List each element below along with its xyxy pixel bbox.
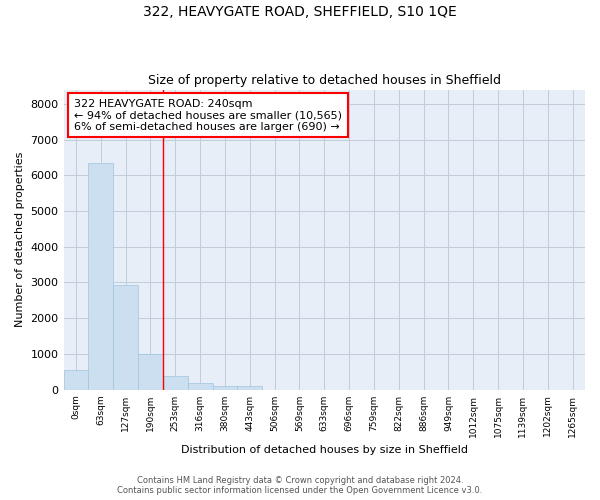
Bar [238,386,262,390]
Text: Contains HM Land Registry data © Crown copyright and database right 2024.
Contai: Contains HM Land Registry data © Crown c… [118,476,482,495]
Y-axis label: Number of detached properties: Number of detached properties [15,152,25,328]
Text: 322 HEAVYGATE ROAD: 240sqm
← 94% of detached houses are smaller (10,565)
6% of s: 322 HEAVYGATE ROAD: 240sqm ← 94% of deta… [74,98,342,132]
Bar [212,386,238,390]
Bar [113,285,138,390]
Bar [163,376,188,390]
X-axis label: Distribution of detached houses by size in Sheffield: Distribution of detached houses by size … [181,445,468,455]
Text: 322, HEAVYGATE ROAD, SHEFFIELD, S10 1QE: 322, HEAVYGATE ROAD, SHEFFIELD, S10 1QE [143,5,457,19]
Bar [188,384,212,390]
Bar [138,354,163,390]
Bar [88,163,113,390]
Title: Size of property relative to detached houses in Sheffield: Size of property relative to detached ho… [148,74,501,87]
Bar [64,370,88,390]
